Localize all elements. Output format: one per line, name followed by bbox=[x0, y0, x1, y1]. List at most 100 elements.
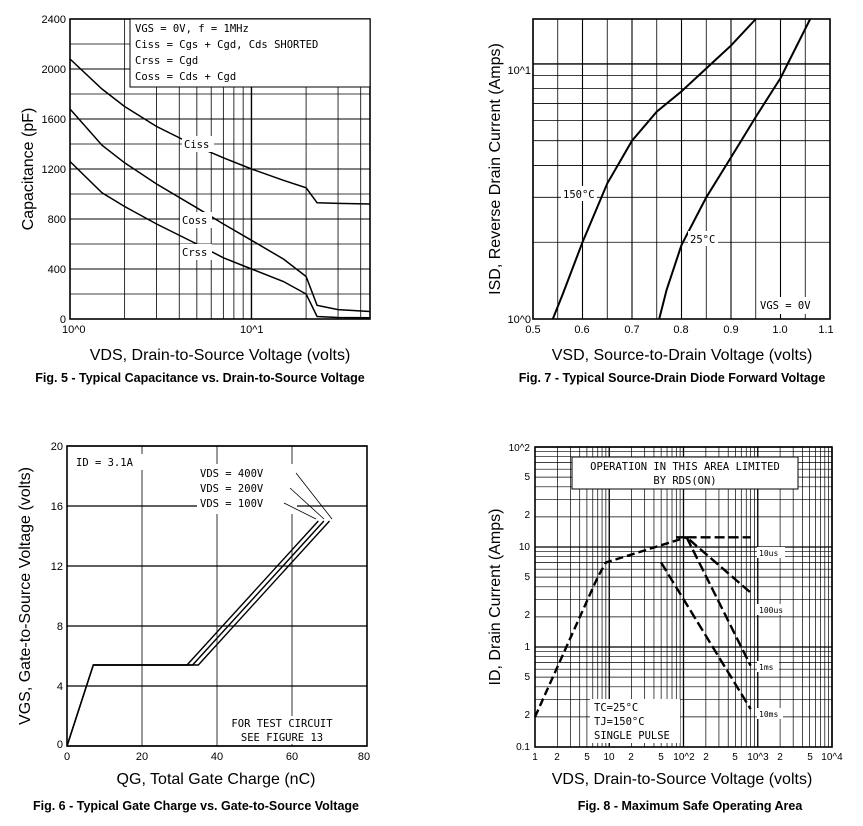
fig5-ytick: 1200 bbox=[42, 164, 66, 176]
fig5-ytick: 800 bbox=[48, 214, 66, 226]
fig5-ytick: 400 bbox=[48, 264, 66, 276]
fig8-cond-pulse: SINGLE PULSE bbox=[594, 730, 670, 742]
fig7-xtick: 1.1 bbox=[818, 324, 833, 336]
fig5-ylabel: Capacitance (pF) bbox=[20, 108, 37, 231]
fig6-ytick: 8 bbox=[57, 621, 63, 633]
fig6-ytick: 12 bbox=[51, 561, 63, 573]
fig8-ytick: 2 bbox=[524, 510, 530, 521]
fig8-caption: Fig. 8 - Maximum Safe Operating Area bbox=[578, 799, 804, 813]
fig8-ytick: 5 bbox=[524, 572, 530, 583]
fig7-caption: Fig. 7 - Typical Source-Drain Diode Forw… bbox=[519, 371, 826, 385]
fig8-xtick: 2 bbox=[777, 752, 783, 763]
fig6-xtick: 60 bbox=[286, 751, 298, 763]
fig8-limit-line1: OPERATION IN THIS AREA LIMITED bbox=[590, 461, 780, 473]
fig8-ytick: 0.1 bbox=[516, 742, 530, 753]
fig8-ytick: 5 bbox=[524, 672, 530, 683]
fig8-xtick: 10^2 bbox=[673, 752, 695, 763]
fig6-note-line2: SEE FIGURE 13 bbox=[241, 732, 323, 744]
fig8-pulse-10us: 10us bbox=[759, 549, 778, 558]
fig5-chart: VGS = 0V, f = 1MHz Ciss = Cgs + Cgd, Cds… bbox=[20, 14, 371, 385]
fig8-ytick: 1 bbox=[524, 642, 530, 653]
fig8-xtick: 1 bbox=[532, 752, 538, 763]
fig6-xtick-labels: 0 20 40 60 80 bbox=[64, 751, 370, 763]
fig8-pulse-labels: 10us 100us 1ms 10ms bbox=[757, 547, 789, 719]
fig7-annotation: VGS = 0V bbox=[760, 300, 811, 312]
fig8-xtick: 5 bbox=[584, 752, 590, 763]
fig8-ytick: 10 bbox=[519, 542, 531, 553]
fig5-legend-line4: Coss = Cds + Cgd bbox=[135, 71, 236, 83]
fig6-0-line bbox=[66, 520, 331, 747]
fig8-cond-tc: TC=25°C bbox=[594, 702, 638, 714]
fig7-label-25c: 25°C bbox=[690, 234, 715, 246]
fig8-xtick: 2 bbox=[628, 752, 634, 763]
fig8-xlabel: VDS, Drain-to-Source Voltage (volts) bbox=[552, 771, 813, 788]
fig8-xtick: 10^3 bbox=[747, 752, 769, 763]
fig7-xtick: 0.6 bbox=[574, 324, 589, 336]
fig8-pulse-100us: 100us bbox=[759, 606, 783, 615]
fig7-chart: 150°C 25°C VGS = 0V 0.5 0.6 0.7 0.8 0.9 … bbox=[487, 18, 834, 385]
fig8-4-line bbox=[660, 561, 752, 710]
fig8-xtick: 10 bbox=[603, 752, 615, 763]
fig6-xtick: 40 bbox=[211, 751, 223, 763]
fig6-ylabel: VGS, Gate-to-Source Voltage (volts) bbox=[17, 467, 34, 725]
fig5-0-line bbox=[69, 58, 371, 205]
fig6-legend-200v: VDS = 200V bbox=[200, 483, 264, 495]
fig6-ytick: 16 bbox=[51, 501, 63, 513]
fig5-legend: VGS = 0V, f = 1MHz Ciss = Cgs + Cgd, Cds… bbox=[129, 18, 371, 88]
fig5-xlabel: VDS, Drain-to-Source Voltage (volts) bbox=[90, 347, 351, 364]
fig5-ytick: 2000 bbox=[42, 64, 66, 76]
fig7-label-150c: 150°C bbox=[563, 189, 595, 201]
fig5-label-ciss: Ciss bbox=[184, 139, 209, 151]
fig7-xtick: 0.7 bbox=[624, 324, 639, 336]
fig8-limit-line2: BY RDS(ON) bbox=[653, 475, 716, 487]
fig8-ytick-labels: 0.1 2 5 1 2 5 10 2 5 10^2 bbox=[509, 443, 531, 753]
fig7-xtick: 0.8 bbox=[673, 324, 688, 336]
fig7-xtick-labels: 0.5 0.6 0.7 0.8 0.9 1.0 1.1 bbox=[525, 324, 833, 336]
fig5-ytick: 0 bbox=[60, 314, 66, 326]
fig6-vds-legend: VDS = 400V VDS = 200V VDS = 100V bbox=[197, 464, 333, 520]
fig6-chart: ID = 3.1A VDS = 400V VDS = 200V VDS = 10… bbox=[17, 441, 370, 813]
fig8-xtick-labels: 1 2 5 10 2 5 10^2 2 5 10^3 2 5 10^4 bbox=[532, 752, 843, 763]
fig7-1-line bbox=[658, 18, 812, 320]
fig8-xtick: 5 bbox=[807, 752, 813, 763]
fig8-conditions: TC=25°C TJ=150°C SINGLE PULSE bbox=[590, 699, 680, 743]
fig8-3-line bbox=[685, 536, 752, 667]
fig5-xtick: 10^1 bbox=[240, 324, 264, 336]
fig8-xtick: 10^4 bbox=[821, 752, 843, 763]
fig6-xtick: 80 bbox=[358, 751, 370, 763]
fig7-xtick: 1.0 bbox=[772, 324, 787, 336]
fig6-legend-400v: VDS = 400V bbox=[200, 468, 264, 480]
fig5-ytick-labels: 2400 2000 1600 1200 800 400 0 bbox=[42, 14, 66, 326]
fig8-limit-box: OPERATION IN THIS AREA LIMITED BY RDS(ON… bbox=[571, 456, 799, 490]
fig8-cond-tj: TJ=150°C bbox=[594, 716, 645, 728]
fig8-xtick: 2 bbox=[703, 752, 709, 763]
fig8-2-line bbox=[676, 536, 752, 594]
fig7-xlabel: VSD, Source-to-Drain Voltage (volts) bbox=[552, 347, 813, 364]
fig5-legend-line2: Ciss = Cgs + Cgd, Cds SHORTED bbox=[135, 39, 318, 51]
fig7-ylabel: ISD, Reverse Drain Current (Amps) bbox=[487, 43, 504, 295]
fig8-pulse-10ms: 10ms bbox=[759, 710, 778, 719]
fig5-caption: Fig. 5 - Typical Capacitance vs. Drain-t… bbox=[35, 371, 365, 385]
fig7-ytick: 10^1 bbox=[507, 65, 531, 77]
fig6-ytick-labels: 20 16 12 8 4 0 bbox=[51, 441, 63, 751]
fig7-0-line bbox=[551, 18, 757, 320]
fig8-chart: OPERATION IN THIS AREA LIMITED BY RDS(ON… bbox=[487, 443, 843, 813]
fig8-pulse-1ms: 1ms bbox=[759, 663, 774, 672]
fig5-ytick: 1600 bbox=[42, 114, 66, 126]
fig6-xlabel: QG, Total Gate Charge (nC) bbox=[117, 771, 316, 788]
fig7-xtick: 0.9 bbox=[723, 324, 738, 336]
fig8-ytick: 10^2 bbox=[509, 443, 531, 454]
fig8-xtick: 5 bbox=[658, 752, 664, 763]
fig6-xtick: 20 bbox=[136, 751, 148, 763]
fig6-1-line bbox=[66, 520, 325, 747]
fig5-xtick: 10^0 bbox=[62, 324, 86, 336]
fig5-ytick: 2400 bbox=[42, 14, 66, 26]
fig6-id-label: ID = 3.1A bbox=[76, 457, 134, 469]
fig5-label-coss: Coss bbox=[182, 215, 207, 227]
fig8-ylabel: ID, Drain Current (Amps) bbox=[487, 509, 504, 686]
fig7-ytick: 10^0 bbox=[507, 314, 531, 326]
fig5-legend-line1: VGS = 0V, f = 1MHz bbox=[135, 23, 249, 35]
fig8-0-line bbox=[533, 536, 687, 718]
fig6-note-line1: FOR TEST CIRCUIT bbox=[231, 718, 333, 730]
